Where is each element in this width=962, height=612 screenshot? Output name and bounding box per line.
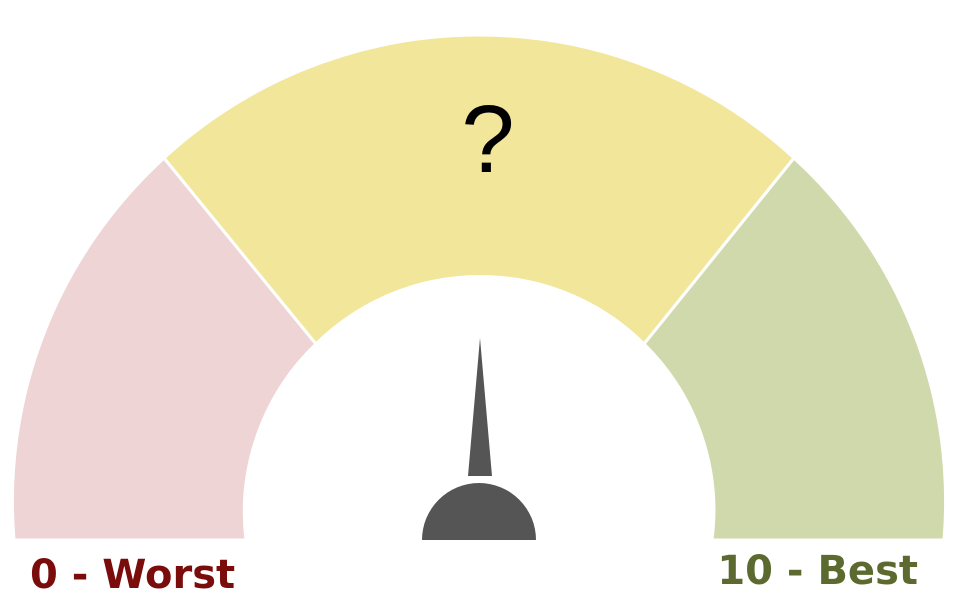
needle-hub	[422, 483, 536, 540]
gauge-zone-worst	[10, 155, 319, 542]
max-label: 10 - Best	[717, 548, 918, 594]
unknown-value-symbol: ?	[461, 86, 514, 193]
needle-pointer	[468, 338, 492, 476]
needle	[422, 338, 536, 540]
gauge-zone-middle	[161, 33, 797, 347]
gauge-zone-best	[641, 155, 948, 542]
min-label: 0 - Worst	[30, 552, 235, 598]
